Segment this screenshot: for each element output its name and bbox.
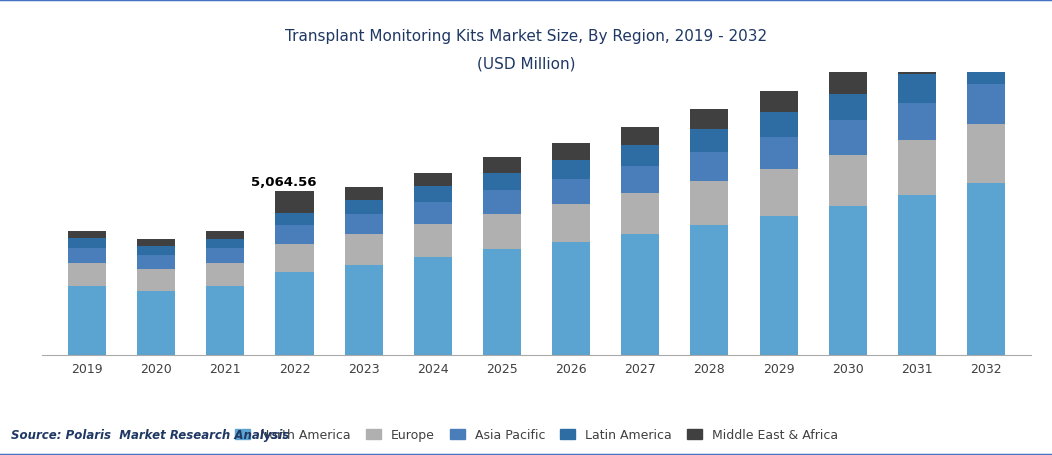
- Bar: [829, 94, 867, 121]
- Bar: [68, 232, 106, 239]
- Bar: [483, 250, 521, 355]
- Bar: [413, 258, 451, 355]
- Bar: [68, 248, 106, 263]
- Bar: [483, 214, 521, 250]
- Bar: [760, 113, 797, 137]
- Bar: [345, 200, 383, 214]
- Bar: [760, 91, 797, 113]
- Bar: [137, 247, 176, 255]
- Bar: [137, 269, 176, 291]
- Bar: [68, 286, 106, 355]
- Bar: [552, 160, 590, 179]
- Bar: [760, 137, 797, 169]
- Bar: [413, 187, 451, 203]
- Bar: [206, 263, 244, 287]
- Bar: [690, 152, 728, 182]
- Bar: [690, 226, 728, 355]
- Bar: [206, 239, 244, 248]
- Bar: [690, 182, 728, 226]
- Bar: [967, 85, 1005, 125]
- Bar: [967, 184, 1005, 355]
- Bar: [967, 25, 1005, 53]
- Bar: [622, 146, 660, 166]
- Text: (USD Million): (USD Million): [477, 56, 575, 71]
- Bar: [829, 71, 867, 94]
- Bar: [622, 166, 660, 194]
- Bar: [137, 291, 176, 355]
- Bar: [483, 173, 521, 191]
- Bar: [897, 49, 936, 75]
- Bar: [68, 263, 106, 286]
- Bar: [829, 207, 867, 355]
- Bar: [760, 169, 797, 217]
- Bar: [345, 234, 383, 265]
- Text: Transplant Monitoring Kits Market Size, By Region, 2019 - 2032: Transplant Monitoring Kits Market Size, …: [285, 29, 767, 44]
- Bar: [206, 287, 244, 355]
- Bar: [690, 110, 728, 130]
- Bar: [967, 53, 1005, 85]
- Bar: [829, 156, 867, 207]
- Bar: [68, 239, 106, 248]
- Bar: [897, 75, 936, 104]
- Bar: [413, 203, 451, 224]
- Bar: [690, 130, 728, 152]
- Bar: [276, 191, 313, 213]
- Bar: [622, 235, 660, 355]
- Bar: [622, 194, 660, 235]
- Bar: [206, 232, 244, 239]
- Text: 5,064.56: 5,064.56: [251, 176, 317, 189]
- Bar: [276, 244, 313, 272]
- Bar: [206, 248, 244, 263]
- Bar: [829, 121, 867, 156]
- Bar: [897, 196, 936, 355]
- Bar: [552, 243, 590, 355]
- Bar: [276, 272, 313, 355]
- Legend: North America, Europe, Asia Pacific, Latin America, Middle East & Africa: North America, Europe, Asia Pacific, Lat…: [230, 423, 843, 446]
- Bar: [345, 214, 383, 234]
- Bar: [967, 125, 1005, 184]
- Bar: [760, 217, 797, 355]
- Bar: [345, 188, 383, 200]
- Bar: [137, 240, 176, 247]
- Bar: [897, 104, 936, 141]
- Bar: [897, 141, 936, 196]
- Bar: [552, 205, 590, 243]
- Bar: [276, 226, 313, 244]
- Bar: [413, 224, 451, 258]
- Bar: [622, 127, 660, 146]
- Bar: [483, 191, 521, 214]
- Bar: [552, 144, 590, 160]
- Text: Source: Polaris  Market Research Analysis: Source: Polaris Market Research Analysis: [11, 428, 289, 441]
- Bar: [137, 255, 176, 269]
- Bar: [276, 213, 313, 226]
- Bar: [413, 173, 451, 187]
- Bar: [552, 179, 590, 205]
- Bar: [345, 265, 383, 355]
- Bar: [483, 158, 521, 173]
